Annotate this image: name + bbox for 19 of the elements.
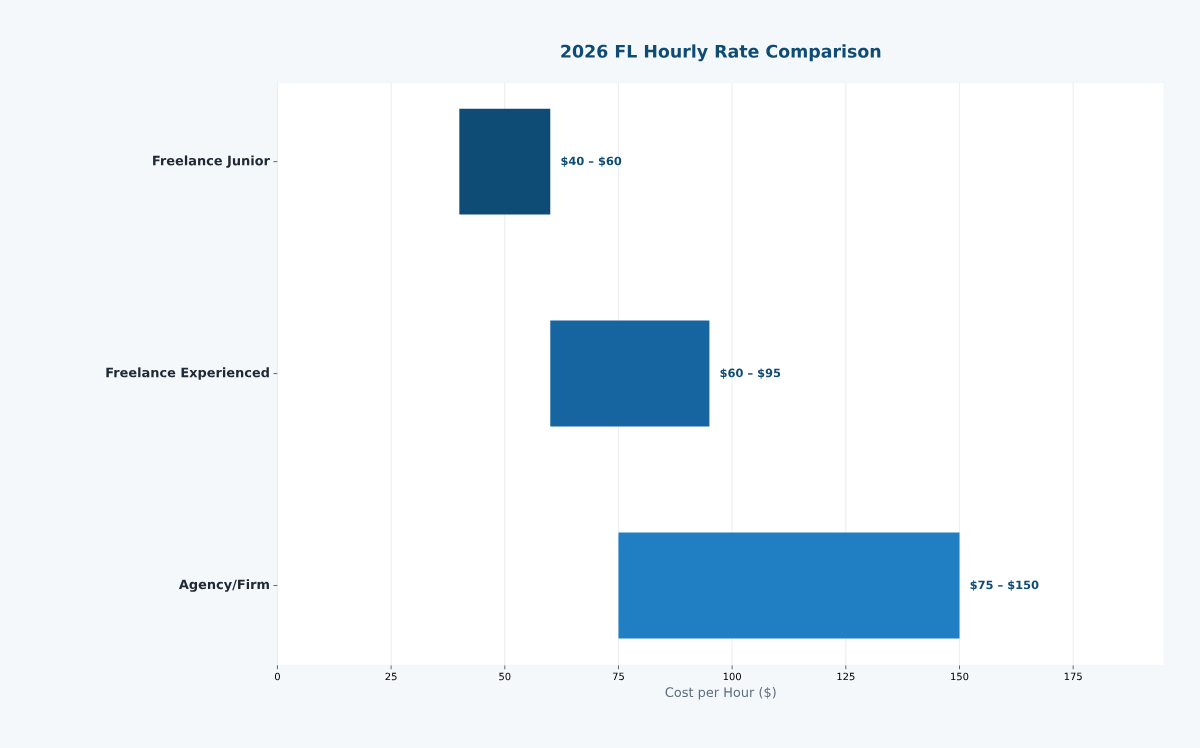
x-tick-label: 25 <box>385 672 397 681</box>
annotation: $75 – $150 <box>970 580 1039 591</box>
x-tick-label: 50 <box>499 672 511 681</box>
x-tick-label: 150 <box>951 672 969 681</box>
y-tick-label: Freelance Experienced <box>106 367 269 380</box>
bar <box>618 532 960 639</box>
x-tick-label: 175 <box>1064 672 1082 681</box>
x-tick-label: 125 <box>837 672 855 681</box>
y-tick-label: Agency/Firm <box>178 579 269 592</box>
x-tick-label: 100 <box>723 672 741 681</box>
bar <box>459 108 551 215</box>
x-tick-label: 75 <box>612 672 624 681</box>
annotation: $60 – $95 <box>720 368 781 379</box>
x-tick-label: 0 <box>274 672 280 681</box>
annotation: $40 – $60 <box>561 156 622 167</box>
chart-title: 2026 FL Hourly Rate Comparison <box>561 44 881 62</box>
bar <box>550 320 710 427</box>
y-tick-label: Freelance Junior <box>153 155 270 168</box>
x-axis-title: Cost per Hour ($) <box>665 687 776 700</box>
